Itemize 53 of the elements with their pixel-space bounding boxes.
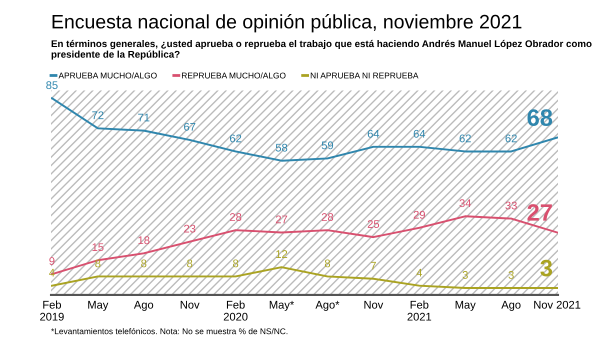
data-label: 72	[92, 111, 104, 120]
data-label: 28	[230, 213, 242, 222]
data-label: 27	[527, 204, 552, 221]
data-label: 8	[187, 259, 192, 268]
data-label: 85	[46, 81, 58, 90]
x-tick-label: May	[456, 300, 476, 311]
data-label: 28	[322, 213, 334, 222]
data-label: 8	[95, 259, 100, 268]
data-label: 62	[230, 134, 242, 142]
data-label: 12	[276, 250, 288, 258]
data-label: 64	[414, 130, 426, 138]
data-label: 27	[276, 215, 288, 224]
x-tick-label: Ago	[501, 300, 521, 311]
text: *Levantamientos telefónicos. Nota: No se muestra % de NS/NC.	[51, 328, 288, 334]
data-label: 67	[184, 122, 196, 131]
data-label: 34	[459, 199, 472, 208]
x-tick-label: Nov 2021	[534, 300, 580, 309]
data-label: 8	[233, 259, 238, 268]
legend-label: NI APRUEBA NI REPRUEBA	[310, 72, 418, 78]
x-tick-label: Feb 2020	[224, 300, 248, 321]
x-tick-label: May	[88, 300, 108, 311]
data-label: 62	[460, 134, 471, 142]
x-tick-label: Ago*	[315, 300, 340, 311]
legend-label: APRUEBA MUCHO/ALGO	[58, 72, 157, 78]
data-label: 33	[505, 202, 517, 210]
data-label: 23	[184, 224, 196, 233]
data-label: 62	[506, 134, 517, 142]
data-label: 59	[322, 141, 334, 150]
chart-subtitle: En términos generales, ¿usted aprueba o reprueba el trabajo que está haciendo Andrés Manuel López Obrador como presidente de la República?	[52, 40, 592, 60]
data-label: 7	[370, 262, 376, 270]
x-tick-label: Feb 2021	[408, 300, 432, 321]
x-tick-label: May*	[270, 300, 294, 311]
data-label: 9	[49, 257, 54, 265]
data-label: 8	[141, 259, 146, 268]
data-label: 58	[276, 144, 288, 152]
x-tick-label: Nov	[364, 300, 384, 309]
data-label: 64	[368, 130, 380, 138]
x-tick-label: Nov	[180, 300, 200, 309]
data-label: 18	[138, 236, 150, 244]
data-label: 15	[92, 243, 104, 252]
data-label: 29	[414, 210, 425, 219]
data-label: 8	[324, 259, 330, 268]
x-tick-label: Ago	[134, 300, 154, 311]
x-tick-label: Feb 2019	[40, 300, 64, 321]
legend-label: REPRUEBA MUCHO/ALGO	[182, 72, 286, 78]
data-label: 3	[508, 271, 514, 279]
data-label: 71	[138, 114, 150, 122]
data-label: 25	[368, 220, 380, 228]
chart-title: Encuesta nacional de opinión pública, noviembre 2021	[52, 14, 522, 32]
data-label: 3	[462, 271, 468, 279]
data-label: 68	[528, 109, 552, 126]
data-label: 3	[540, 260, 552, 276]
data-label: 4	[416, 268, 422, 276]
